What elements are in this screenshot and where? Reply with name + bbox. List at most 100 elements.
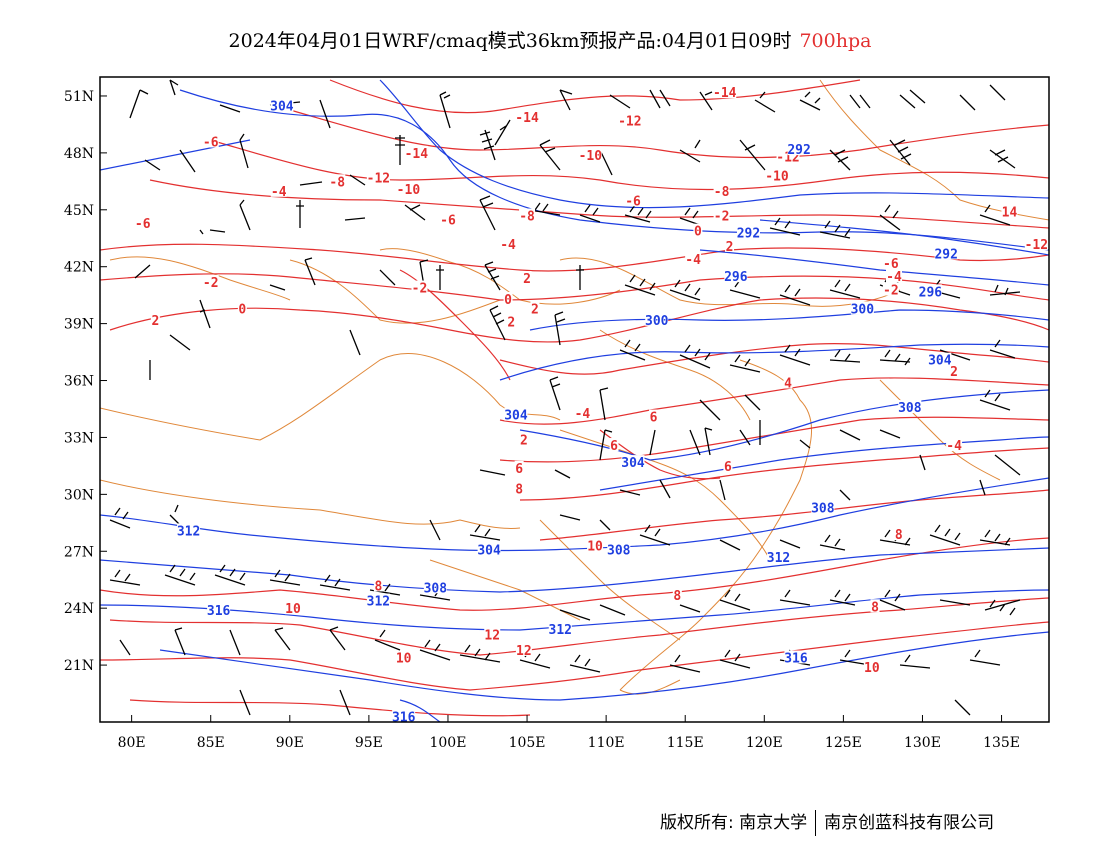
temperature-label: 10 bbox=[396, 652, 412, 667]
height-label-bg bbox=[504, 407, 528, 421]
temperature-label-bg bbox=[439, 212, 456, 226]
temperature-label-bg bbox=[882, 255, 899, 269]
height-label-bg bbox=[423, 580, 447, 594]
temperature-label-bg bbox=[649, 409, 659, 423]
temperature-label-bg bbox=[685, 252, 702, 266]
footer: 版权所有: 南京大学 南京创蓝科技有限公司 bbox=[660, 808, 994, 836]
height-label-bg bbox=[898, 400, 922, 414]
temperature-label-bg bbox=[949, 364, 959, 378]
temperature-label: -6 bbox=[440, 213, 456, 228]
temperature-label-bg bbox=[514, 481, 524, 495]
temperature-label: -8 bbox=[519, 209, 535, 224]
temperature-label-bg bbox=[395, 650, 412, 664]
height-label-bg bbox=[736, 225, 760, 239]
temperature-label-bg bbox=[329, 174, 346, 188]
temperature-label-bg bbox=[150, 312, 160, 326]
temperature-label-bg bbox=[578, 147, 602, 161]
height-label-bg bbox=[811, 500, 835, 514]
temperature-label: 8 bbox=[895, 528, 903, 543]
height-label-bg bbox=[270, 98, 294, 112]
temperature-label-bg bbox=[574, 405, 591, 419]
height-label-bg bbox=[621, 455, 645, 469]
lat-tick-label: 45N bbox=[64, 203, 94, 219]
temperature-label-bg bbox=[514, 460, 524, 474]
height-label-bg bbox=[928, 352, 952, 366]
temperature-label-bg bbox=[500, 236, 517, 250]
height-label: 312 bbox=[177, 524, 200, 539]
temperature-label-bg bbox=[885, 269, 902, 283]
height-label: 292 bbox=[737, 227, 760, 242]
temperature-label-bg bbox=[506, 314, 516, 328]
lat-tick-label: 27N bbox=[64, 544, 94, 560]
temperature-label-bg bbox=[672, 587, 682, 601]
height-label-bg bbox=[724, 269, 748, 283]
temperature-label: 8 bbox=[673, 589, 681, 604]
latitude-axis: 51N 48N 45N 42N 39N 36N 33N 30N 27N 24N 21N bbox=[64, 89, 107, 674]
temperature-label: -12 bbox=[1025, 238, 1048, 253]
height-label: 316 bbox=[784, 652, 808, 667]
temperature-label: 2 bbox=[726, 240, 734, 255]
height-label-bg bbox=[767, 549, 791, 563]
temperature-label: 2 bbox=[151, 314, 159, 329]
lon-tick-label: 135E bbox=[983, 735, 1020, 751]
temperature-label: -4 bbox=[946, 439, 962, 454]
temperature-label: -4 bbox=[575, 407, 591, 422]
temperature-label-bg bbox=[713, 183, 730, 197]
plot-frame bbox=[99, 76, 1050, 723]
temperature-label: 0 bbox=[238, 302, 246, 317]
height-label: 300 bbox=[645, 314, 669, 329]
temperature-label-bg bbox=[270, 183, 287, 197]
temperature-label-bg bbox=[882, 282, 899, 296]
temperature-label: -4 bbox=[271, 185, 287, 200]
height-label: 312 bbox=[367, 595, 390, 610]
height-label-bg bbox=[784, 650, 808, 664]
lon-tick-label: 85E bbox=[197, 735, 225, 751]
height-label-bg bbox=[645, 312, 669, 326]
temperature-label: 6 bbox=[610, 439, 618, 454]
lon-tick-label: 100E bbox=[429, 735, 466, 751]
temperature-label: -2 bbox=[883, 283, 899, 298]
height-label: 304 bbox=[504, 409, 528, 424]
temperature-label: 12 bbox=[516, 644, 532, 659]
temperature-label-bg bbox=[202, 134, 219, 148]
temperature-label-bg bbox=[522, 271, 532, 285]
temperature-label: -10 bbox=[765, 170, 789, 185]
temperature-label: -12 bbox=[367, 172, 390, 187]
temperature-label: -14 bbox=[405, 147, 429, 162]
temperature-label: 0 bbox=[694, 225, 702, 240]
height-label-bg bbox=[607, 542, 631, 556]
temperature-label: 10 bbox=[864, 661, 880, 676]
map-layers: -14-14-12-14 -10 -12-6-8 -12-10-10-4 -8-6-6-… bbox=[100, 79, 1049, 722]
temperature-label: 8 bbox=[515, 483, 523, 498]
lat-tick-label: 24N bbox=[64, 601, 94, 617]
temperature-label-bg bbox=[946, 438, 963, 452]
height-label-bg bbox=[787, 142, 811, 156]
temperature-label-bg bbox=[373, 578, 383, 592]
temperature-label-bg bbox=[870, 599, 880, 613]
height-label: 304 bbox=[477, 543, 501, 558]
height-labels: 304 292 292 292 296 296 300 300 304 308 304 304 308 3… bbox=[177, 98, 958, 722]
temperature-label-bg bbox=[134, 216, 151, 230]
lon-tick-label: 95E bbox=[355, 735, 383, 751]
height-label: 304 bbox=[270, 99, 294, 114]
temperature-label: 2 bbox=[523, 272, 531, 287]
height-label-bg bbox=[850, 301, 874, 315]
lon-tick-label: 105E bbox=[509, 735, 546, 751]
temperature-label: -8 bbox=[329, 175, 345, 190]
height-label: 308 bbox=[898, 401, 922, 416]
height-label: 304 bbox=[928, 354, 952, 369]
temperature-label: 6 bbox=[724, 460, 732, 475]
chart-title: 2024年04月01日WRF/cmaq模式36km预报产品:04月01日09时 7… bbox=[0, 26, 1100, 53]
temperature-label: 10 bbox=[285, 602, 301, 617]
temperature-label: 6 bbox=[515, 462, 523, 477]
title-main: 2024年04月01日WRF/cmaq模式36km预报产品:04月01日09时 bbox=[228, 30, 792, 52]
temperature-label: 6 bbox=[650, 411, 658, 426]
temperature-label-bg bbox=[693, 223, 703, 237]
temperature-label-bg bbox=[396, 181, 420, 195]
height-label: 292 bbox=[934, 247, 957, 262]
temperature-label-bg bbox=[894, 527, 904, 541]
temperature-label-bg bbox=[519, 208, 536, 222]
temperature-label: -2 bbox=[203, 276, 219, 291]
temperature-label: 12 bbox=[484, 629, 500, 644]
temperature-label-bg bbox=[284, 601, 301, 615]
